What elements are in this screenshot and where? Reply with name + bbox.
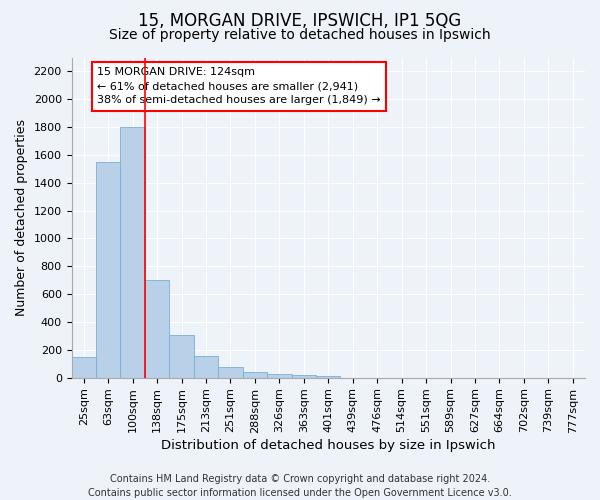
Bar	[267, 374, 292, 378]
Bar	[218, 368, 242, 378]
Bar	[71, 357, 96, 378]
Y-axis label: Number of detached properties: Number of detached properties	[15, 119, 28, 316]
X-axis label: Distribution of detached houses by size in Ipswich: Distribution of detached houses by size …	[161, 440, 496, 452]
Bar	[194, 356, 218, 378]
Bar	[145, 280, 169, 378]
Bar	[96, 162, 121, 378]
Bar	[242, 372, 267, 378]
Bar	[121, 127, 145, 378]
Text: 15, MORGAN DRIVE, IPSWICH, IP1 5QG: 15, MORGAN DRIVE, IPSWICH, IP1 5QG	[139, 12, 461, 30]
Text: Size of property relative to detached houses in Ipswich: Size of property relative to detached ho…	[109, 28, 491, 42]
Bar	[169, 334, 194, 378]
Text: Contains HM Land Registry data © Crown copyright and database right 2024.
Contai: Contains HM Land Registry data © Crown c…	[88, 474, 512, 498]
Text: 15 MORGAN DRIVE: 124sqm
← 61% of detached houses are smaller (2,941)
38% of semi: 15 MORGAN DRIVE: 124sqm ← 61% of detache…	[97, 67, 381, 105]
Bar	[316, 376, 340, 378]
Bar	[292, 375, 316, 378]
